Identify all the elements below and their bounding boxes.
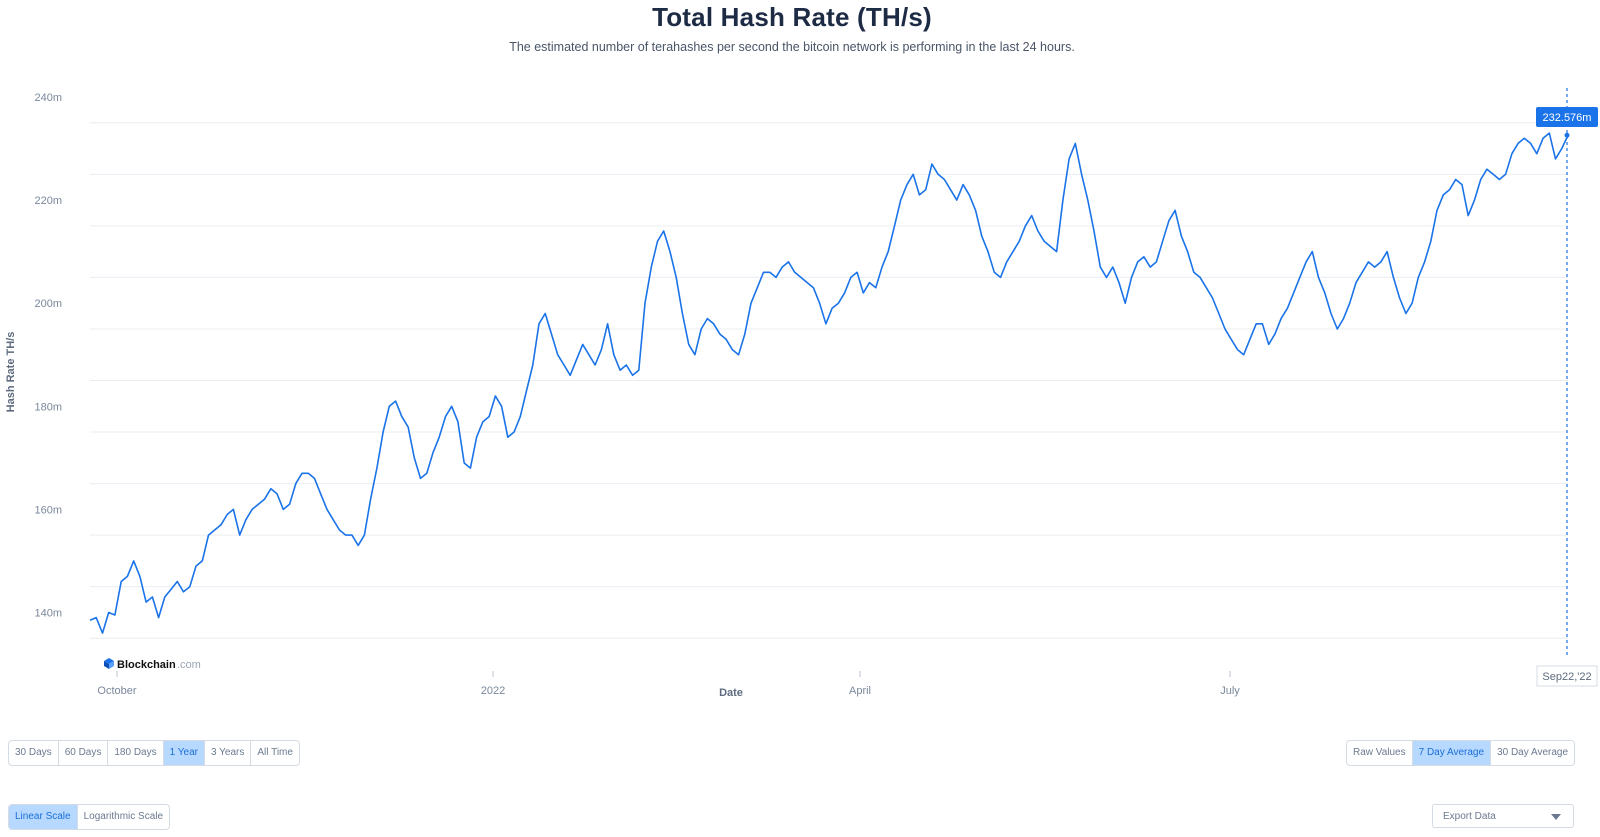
raw-values-button[interactable]: Raw Values (1347, 741, 1413, 765)
export-data-dropdown[interactable]: Export Data (1432, 804, 1574, 828)
page-subtitle: The estimated number of terahashes per s… (509, 40, 1075, 54)
30-day-average-button[interactable]: 30 Day Average (1497, 747, 1569, 758)
range-3-years-button[interactable]: 3 Years (205, 741, 252, 765)
hover-point (1564, 132, 1570, 138)
grid-lines (90, 122, 1568, 639)
x-tick-label: October (97, 685, 136, 697)
range-30-days-button[interactable]: 30 Days (9, 741, 59, 765)
y-tick-label: 200m (34, 298, 62, 310)
y-axis-ticks: 140m 160m 180m 200m 220m 240m (34, 92, 62, 619)
y-axis-label: Hash Rate TH/s (5, 332, 17, 413)
chevron-down-icon (1551, 814, 1561, 820)
y-tick-label: 180m (34, 401, 62, 413)
y-tick-label: 240m (34, 92, 62, 104)
x-tick-label: April (849, 685, 871, 697)
average-selector: Raw Values 7 Day Average 30 Day Average (1346, 740, 1576, 766)
hover-date-tooltip: Sep22,'22 (1536, 665, 1598, 687)
x-axis-label: Date (719, 687, 743, 699)
export-data-label: Export Data (1443, 811, 1496, 822)
hover-value-label: 232.576m (1543, 112, 1592, 124)
series-line (89, 132, 1569, 634)
y-tick-label: 160m (34, 504, 62, 516)
range-all-time-button[interactable]: All Time (257, 747, 293, 758)
hover-value-tooltip: 232.576m (1536, 107, 1598, 127)
blockchain-logo-icon (104, 658, 114, 669)
scale-selector: Linear Scale Logarithmic Scale (8, 804, 171, 830)
range-180-days-button[interactable]: 180 Days (108, 741, 164, 765)
linear-scale-button[interactable]: Linear Scale (9, 805, 78, 829)
x-axis-ticks: October 2022 April July (97, 671, 1240, 697)
range-1-year-button[interactable]: 1 Year (163, 741, 205, 765)
brand-logo: Blockchain .com (104, 658, 201, 671)
brand-suffix: .com (177, 659, 201, 671)
brand-name: Blockchain (117, 659, 176, 671)
x-tick-label: 2022 (481, 685, 505, 697)
y-tick-label: 140m (34, 607, 62, 619)
y-tick-label: 220m (34, 195, 62, 207)
range-60-days-button[interactable]: 60 Days (59, 741, 109, 765)
7-day-average-button[interactable]: 7 Day Average (1412, 741, 1492, 765)
hover-date-label: Sep22,'22 (1542, 671, 1591, 683)
logarithmic-scale-button[interactable]: Logarithmic Scale (83, 811, 164, 822)
x-tick-label: July (1220, 685, 1240, 697)
page-title: Total Hash Rate (TH/s) (652, 2, 932, 32)
range-selector: 30 Days 60 Days 180 Days 1 Year 3 Years … (8, 740, 300, 766)
